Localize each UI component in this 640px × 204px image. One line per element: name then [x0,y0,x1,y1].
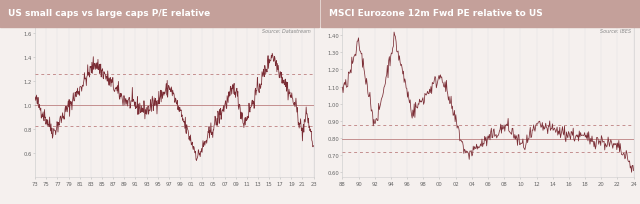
Text: Source: IBES: Source: IBES [600,29,630,34]
Legend: MSCI Eurozone 12m Fwd P/E rel to US, Median, +1stdev, -1stdev: MSCI Eurozone 12m Fwd P/E rel to US, Med… [391,202,585,204]
Text: US small caps vs large caps P/E relative: US small caps vs large caps P/E relative [8,9,210,18]
Text: MSCI Eurozone 12m Fwd PE relative to US: MSCI Eurozone 12m Fwd PE relative to US [329,9,543,18]
Legend: S&P500 trailing P/E relative to MSCI US, Median, +1 std dev, -1 std dev: S&P500 trailing P/E relative to MSCI US,… [70,202,279,204]
Text: Source: Datastream: Source: Datastream [262,29,311,34]
